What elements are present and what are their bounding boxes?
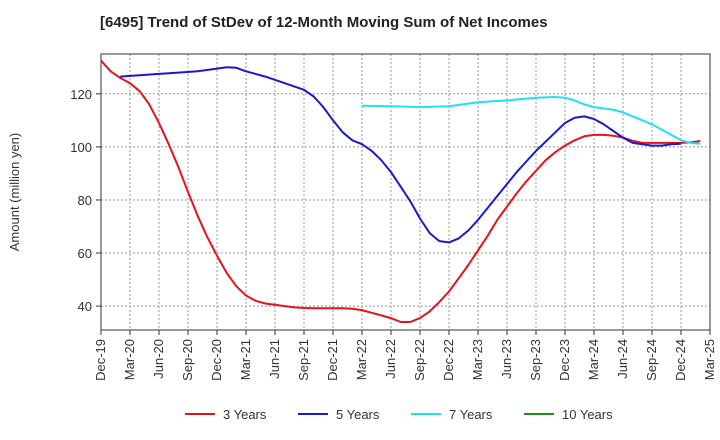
y-axis-label: Amount (million yen) <box>7 133 22 252</box>
chart-title: [6495] Trend of StDev of 12-Month Moving… <box>100 14 548 31</box>
series-lines <box>100 59 701 323</box>
y-tick-label: 100 <box>70 140 92 155</box>
series-line-5-years <box>120 66 682 244</box>
x-tick-label: Mar-22 <box>354 339 369 380</box>
x-tick-label: Sep-22 <box>412 339 427 381</box>
x-tick-label: Dec-20 <box>209 339 224 381</box>
legend-label: 7 Years <box>449 407 493 422</box>
x-tick-label: Sep-24 <box>644 339 659 381</box>
y-tick-label: 60 <box>78 246 92 261</box>
x-tick-label: Sep-23 <box>528 339 543 381</box>
y-tick-label: 40 <box>78 299 92 314</box>
x-tick-label: Dec-21 <box>325 339 340 381</box>
x-tick-label: Dec-19 <box>93 339 108 381</box>
series-line-3-years <box>100 59 701 323</box>
series-line-7-years <box>361 96 701 145</box>
x-tick-label: Mar-21 <box>238 339 253 380</box>
x-tick-label: Mar-23 <box>470 339 485 380</box>
x-tick-label: Dec-24 <box>673 339 688 381</box>
legend-label: 10 Years <box>562 407 613 422</box>
x-tick-label: Jun-23 <box>499 339 514 379</box>
x-tick-label: Jun-20 <box>151 339 166 379</box>
legend-label: 3 Years <box>223 407 267 422</box>
x-tick-label: Jun-24 <box>615 339 630 379</box>
x-tick-label: Mar-25 <box>702 339 717 380</box>
x-tick-label: Mar-24 <box>586 339 601 380</box>
grid-layer <box>101 54 710 330</box>
x-tick-label: Jun-21 <box>267 339 282 379</box>
legend-label: 5 Years <box>336 407 380 422</box>
y-tick-label: 120 <box>70 87 92 102</box>
y-tick-label: 80 <box>78 193 92 208</box>
x-tick-label: Dec-22 <box>441 339 456 381</box>
x-tick-label: Dec-23 <box>557 339 572 381</box>
x-tick-label: Jun-22 <box>383 339 398 379</box>
x-tick-label: Mar-20 <box>122 339 137 380</box>
plot-frame <box>100 53 711 331</box>
legend: 3 Years 5 Years 7 Years 10 Years <box>185 407 613 422</box>
x-tick-label: Sep-21 <box>296 339 311 381</box>
x-axis: Dec-19 Mar-20 Jun-20 Sep-20 Dec-20 Mar-21 Jun-… <box>93 330 717 381</box>
y-axis: 40 60 80 100 120 <box>70 87 101 314</box>
x-tick-label: Sep-20 <box>180 339 195 381</box>
